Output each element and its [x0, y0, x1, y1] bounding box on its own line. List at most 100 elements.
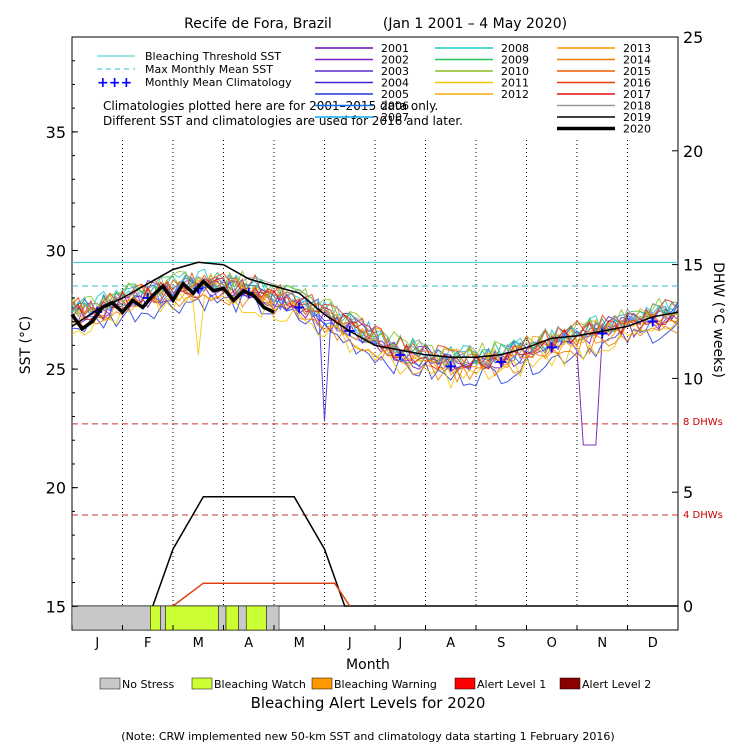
sst-line-2020 — [70, 278, 275, 332]
year-legend-label: 2009 — [501, 54, 529, 67]
month-label: J — [94, 636, 99, 651]
sst-tick-label: 25 — [46, 360, 66, 379]
year-legend-label: 2008 — [501, 42, 529, 55]
dhw-tick-label: 5 — [683, 483, 693, 502]
alert-legend: No Stress Bleaching Watch Bleaching Warnin… — [99, 677, 651, 691]
year-legend-label: 2015 — [623, 65, 651, 78]
alert-segment — [225, 605, 239, 631]
dhw-threshold-4-label: 4 DHWs — [683, 510, 723, 521]
year-legend-label: 2016 — [623, 77, 651, 90]
year-line-2009 — [71, 271, 679, 368]
month-label: N — [597, 636, 607, 651]
alert-legend-swatch — [559, 677, 581, 690]
legend-threshold-label: Bleaching Threshold SST — [145, 50, 281, 63]
dhw-tick-label: 0 — [683, 597, 693, 616]
year-line-2012 — [71, 272, 679, 369]
alert-legend-label: Bleaching Warning — [334, 678, 437, 691]
month-label: A — [244, 636, 253, 651]
alert-legend-label: Alert Level 1 — [477, 678, 546, 691]
legend-climatology-label: Monthly Mean Climatology — [145, 76, 292, 89]
dhw-tick-label: 15 — [683, 256, 703, 275]
dhw-threshold-8-label: 8 DHWs — [683, 417, 723, 428]
year-legend-label: 2017 — [623, 88, 651, 101]
year-legend-label: 2020 — [623, 123, 651, 136]
alert-segment — [245, 605, 267, 631]
month-label: S — [497, 636, 505, 651]
alert-legend-swatch — [454, 677, 476, 690]
month-label: J — [347, 636, 352, 651]
axes: 15 20 25 30 35 0 5 10 15 20 25 J F M A M J J A S O N D — [46, 28, 704, 651]
note-line-1: Climatologies plotted here are for 2001–… — [103, 99, 438, 113]
sst-line-2019 — [71, 261, 679, 358]
alert-legend-swatch — [311, 677, 333, 690]
year-legend-label: 2019 — [623, 111, 651, 124]
alert-segment — [238, 605, 247, 631]
year-legend-label: 2012 — [501, 88, 529, 101]
year-legend-label: 2006 — [381, 100, 409, 113]
y-axis-right-label: DHW (°C weeks) — [710, 262, 726, 378]
month-label: F — [144, 636, 151, 651]
year-legend-label: 2001 — [381, 42, 409, 55]
alert-segment — [266, 605, 280, 631]
climatology-marker: + — [596, 324, 609, 343]
year-legend-label: 2005 — [381, 88, 409, 101]
alert-legend-label: Bleaching Watch — [214, 678, 306, 691]
alert-legend-swatch — [191, 677, 213, 690]
month-label: M — [193, 636, 204, 651]
climatology-marker: + — [293, 297, 306, 316]
y-axis-left-label: SST (°C) — [18, 316, 34, 374]
climatology-marker: + — [495, 352, 508, 371]
year-legend-label: 2007 — [381, 111, 409, 124]
month-gridlines — [122, 140, 628, 606]
month-label: A — [446, 636, 455, 651]
climatology-marker: + — [141, 288, 154, 307]
year-legend-label: 2010 — [501, 65, 529, 78]
climatology-marker: + — [394, 345, 407, 364]
alert-legend-label: No Stress — [122, 678, 175, 691]
dhw-series — [152, 496, 678, 607]
reference-legend: Bleaching Threshold SST Max Monthly Mean… — [97, 50, 292, 91]
year-line-2018 — [71, 273, 679, 365]
footnote: (Note: CRW implemented new 50-km SST and… — [121, 730, 614, 743]
year-line-2005 — [71, 293, 679, 387]
year-legend-label: 2013 — [623, 42, 651, 55]
climatology-marker: + — [545, 338, 558, 357]
month-label: J — [397, 636, 402, 651]
alert-segment — [165, 605, 219, 631]
legend-climatology-plus-icon: +++ — [97, 75, 132, 91]
month-label: D — [648, 636, 658, 651]
month-label: M — [294, 636, 305, 651]
year-legend-label: 2011 — [501, 77, 529, 90]
sst-series: ++ + +++++ ++++ — [70, 261, 679, 446]
alert-segment — [218, 605, 227, 631]
alert-legend-label: Alert Level 2 — [582, 678, 651, 691]
dhw-line-2017 — [172, 582, 351, 607]
sst-tick-label: 15 — [46, 597, 66, 616]
year-legend-label: 2002 — [381, 54, 409, 67]
alert-title: Bleaching Alert Levels for 2020 — [251, 694, 486, 712]
year-line-2016 — [71, 271, 679, 365]
year-legend-label: 2003 — [381, 65, 409, 78]
year-legend-label: 2014 — [623, 54, 651, 67]
chart-date-range: (Jan 1 2001 – 4 May 2020) — [383, 16, 567, 32]
sst-tick-label: 20 — [46, 479, 66, 498]
alert-segment — [71, 605, 151, 631]
legend-mmm-label: Max Monthly Mean SST — [145, 63, 273, 76]
dhw-tick-label: 20 — [683, 142, 703, 161]
alert-segment — [150, 605, 161, 631]
alert-bar — [71, 605, 280, 631]
climatology-marker: + — [444, 357, 457, 376]
sst-tick-label: 30 — [46, 241, 66, 260]
alert-segment — [160, 605, 166, 631]
x-axis-label: Month — [346, 657, 390, 673]
chart-title: Recife de Fora, Brazil — [184, 16, 332, 32]
year-legend-label: 2004 — [381, 77, 409, 90]
alert-legend-swatch — [99, 677, 121, 690]
year-legend-label: 2018 — [623, 100, 651, 113]
climatology-marker: + — [646, 312, 659, 331]
month-label: O — [547, 636, 557, 651]
dhw-tick-label: 10 — [683, 369, 703, 388]
sst-tick-label: 35 — [46, 123, 66, 142]
